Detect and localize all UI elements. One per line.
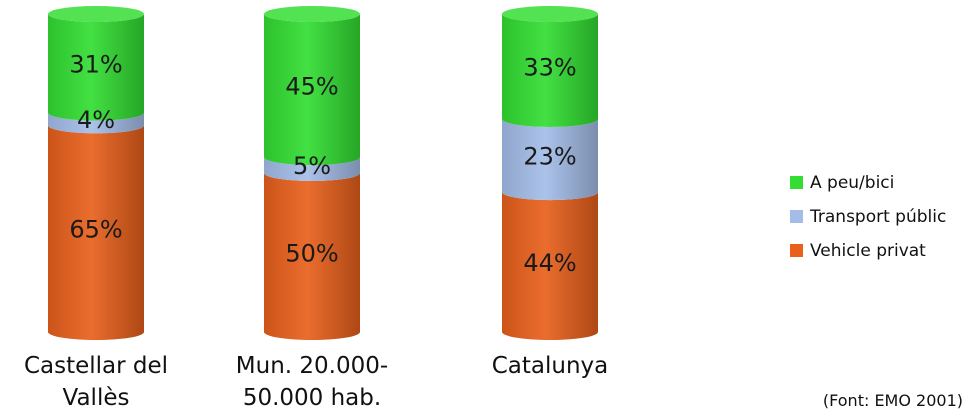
legend-swatch [790, 210, 803, 223]
bar-segment [48, 125, 144, 340]
segment-value-label: 23% [523, 143, 576, 171]
segment-value-label: 45% [285, 73, 338, 101]
segment-value-label: 4% [77, 106, 115, 134]
segment-value-label: 31% [69, 50, 122, 78]
segment-value-label: 44% [523, 249, 576, 277]
bar-segment [264, 14, 360, 166]
segment-value-label: 33% [523, 53, 576, 81]
bar-top-cap [48, 6, 144, 22]
segment-value-label: 65% [69, 216, 122, 244]
legend-label: Vehicle privat [810, 241, 926, 261]
segment-value-label: 50% [285, 240, 338, 268]
bar-segment [48, 14, 144, 121]
category-label: Catalunya [492, 353, 609, 379]
legend-label: A peu/bici [810, 173, 894, 193]
bar-segment [502, 192, 598, 340]
category-label: Mun. 20.000- [236, 353, 388, 379]
segment-labels-group: 65% 4% 31% 50% 5% 45% 44% 23% 33% [69, 50, 576, 277]
bar-segment [502, 14, 598, 127]
category-label: Castellar del [24, 353, 168, 379]
bar-segment [502, 118, 598, 201]
bars-group [48, 6, 598, 340]
category-label: 50.000 hab. [243, 385, 381, 411]
bar-segment [264, 157, 360, 181]
bar-segment [48, 112, 144, 134]
legend-label: Transport públic [809, 207, 946, 227]
legend-swatch [790, 244, 803, 257]
source-note: (Font: EMO 2001) [822, 391, 963, 410]
bar-top-cap [264, 6, 360, 22]
legend: A peu/bici Transport públic Vehicle privat [790, 173, 946, 261]
category-label: Vallès [63, 385, 130, 411]
bar-segment [264, 173, 360, 340]
legend-swatch [790, 176, 803, 189]
bar-top-cap [502, 6, 598, 22]
segment-value-label: 5% [293, 152, 331, 180]
category-labels-group: Castellar del Vallès Mun. 20.000- 50.000 ha… [24, 353, 608, 411]
